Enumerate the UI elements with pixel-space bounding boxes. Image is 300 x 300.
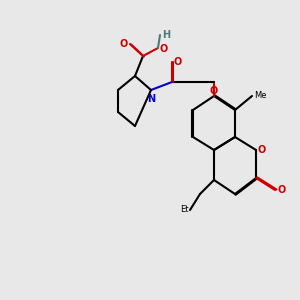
Text: O: O [174,57,182,67]
Text: O: O [120,39,128,49]
Text: H: H [162,30,170,40]
Text: Me: Me [254,92,266,100]
Text: O: O [160,44,168,54]
Text: O: O [277,185,285,195]
Text: O: O [258,145,266,155]
Text: N: N [147,94,155,104]
Text: Et: Et [181,206,189,214]
Text: O: O [210,86,218,96]
